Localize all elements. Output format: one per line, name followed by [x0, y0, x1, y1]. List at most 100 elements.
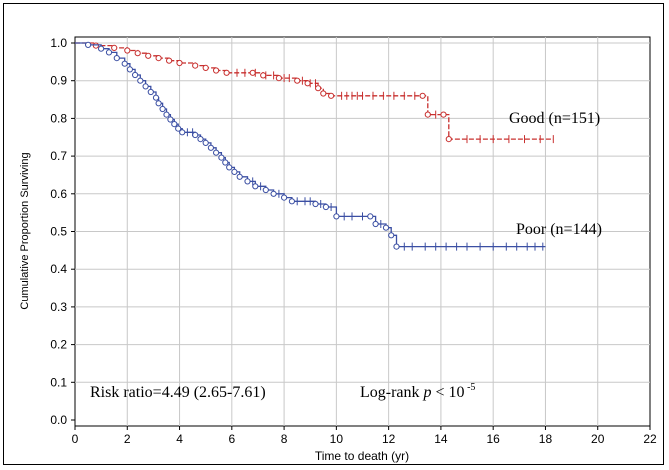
event-marker: [155, 55, 162, 62]
event-marker: [159, 105, 166, 113]
event-marker: [197, 136, 204, 143]
event-marker: [252, 183, 259, 190]
x-tick-label: 18: [539, 432, 553, 446]
event-marker: [223, 69, 230, 76]
x-tick-label: 14: [434, 432, 448, 446]
event-marker: [294, 77, 301, 84]
event-marker: [105, 49, 113, 56]
event-marker: [424, 111, 431, 118]
event-marker: [145, 52, 152, 59]
event-marker: [111, 44, 118, 52]
event-marker: [213, 149, 220, 156]
event-marker: [132, 71, 139, 79]
event-marker: [322, 203, 329, 211]
x-tick-label: 4: [176, 432, 183, 446]
event-marker: [171, 121, 178, 128]
event-marker: [126, 66, 134, 73]
event-marker: [281, 194, 288, 201]
chart-frame: 0 2 4 6 8 10 12 14 16 18 20 22 0.0 0.1 0.2 0.3 0.4 0.5 0.6…: [3, 3, 664, 465]
x-tick-label: 22: [643, 432, 657, 446]
event-marker: [98, 45, 105, 52]
event-marker: [155, 100, 162, 107]
event-marker: [382, 224, 390, 231]
x-tick-label: 10: [330, 432, 344, 446]
series-good: [75, 42, 554, 144]
y-tick-label: 0.2: [50, 338, 67, 352]
event-marker: [192, 131, 199, 139]
x-tick-label: 20: [591, 432, 605, 446]
event-marker: [222, 159, 229, 166]
event-marker: [367, 213, 374, 220]
logrank-exponent: -5: [465, 382, 476, 393]
logrank-rest: < 10: [432, 384, 465, 401]
event-marker: [440, 111, 447, 118]
event-marker: [333, 213, 340, 220]
event-marker: [320, 90, 327, 97]
event-marker: [202, 64, 209, 72]
event-marker: [192, 62, 199, 69]
y-axis-label: Cumulative Proportion Surviving: [19, 152, 31, 309]
event-marker: [288, 198, 295, 205]
axis-ticks: 0 2 4 6 8 10 12 14 16 18 20 22 0.0 0.1 0.2 0.3 0.4 0.5 0.6…: [50, 36, 657, 446]
y-tick-label: 0.6: [50, 187, 67, 201]
logrank-prefix: Log-rank: [360, 384, 424, 401]
event-marker: [179, 129, 186, 136]
x-axis-label: Time to death (yr): [315, 449, 409, 463]
x-tick-label: 6: [228, 432, 235, 446]
y-tick-label: 0.4: [50, 262, 67, 276]
event-marker: [419, 92, 426, 99]
event-marker: [304, 80, 311, 87]
event-marker: [85, 41, 92, 49]
event-marker: [152, 94, 160, 101]
x-tick-label: 2: [124, 432, 131, 446]
y-tick-label: 0.0: [50, 413, 67, 427]
x-tick-label: 12: [382, 432, 396, 446]
series-poor: [75, 41, 546, 251]
y-tick-label: 0.3: [50, 300, 67, 314]
event-marker: [249, 69, 256, 76]
event-marker: [213, 67, 220, 74]
event-marker: [218, 154, 225, 161]
x-tick-label: 8: [281, 432, 288, 446]
event-marker: [166, 57, 173, 64]
event-marker: [92, 42, 100, 49]
event-marker: [275, 75, 282, 82]
km-survival-chart: 0 2 4 6 8 10 12 14 16 18 20 22 0.0 0.1 0.2 0.3 0.4 0.5 0.6…: [19, 36, 657, 463]
event-marker: [147, 88, 154, 96]
series-label-good: Good (n=151): [509, 110, 600, 127]
y-tick-label: 0.9: [50, 74, 67, 88]
series-label-poor: Poor (n=144): [516, 221, 602, 238]
y-tick-label: 0.8: [50, 111, 67, 125]
event-marker: [124, 47, 131, 54]
event-marker: [244, 178, 251, 185]
logrank-annotation: Log-rank p < 10 -5: [360, 382, 475, 401]
event-marker: [388, 232, 395, 239]
event-marker: [142, 83, 149, 90]
series-layer: [75, 41, 554, 251]
x-tick-label: 0: [72, 432, 79, 446]
event-marker: [113, 55, 120, 62]
event-marker: [231, 168, 238, 175]
event-marker: [167, 116, 174, 123]
event-marker: [121, 60, 128, 67]
event-marker: [445, 136, 452, 143]
event-marker: [260, 72, 267, 79]
event-marker: [393, 243, 400, 250]
event-marker: [175, 125, 182, 132]
event-marker: [236, 173, 243, 180]
event-marker: [312, 200, 319, 208]
event-marker: [328, 92, 335, 99]
event-marker: [226, 164, 233, 171]
y-tick-label: 1.0: [50, 36, 67, 50]
grid-lines: [75, 37, 650, 426]
event-marker: [315, 85, 322, 92]
event-marker: [134, 50, 141, 57]
event-marker: [176, 59, 183, 67]
event-marker: [372, 220, 379, 228]
event-marker: [137, 77, 144, 84]
event-marker: [262, 186, 269, 194]
risk-ratio-annotation: Risk ratio=4.49 (2.65-7.61): [90, 384, 266, 401]
event-marker: [270, 190, 277, 197]
y-tick-label: 0.5: [50, 225, 67, 239]
y-tick-label: 0.1: [50, 375, 67, 389]
